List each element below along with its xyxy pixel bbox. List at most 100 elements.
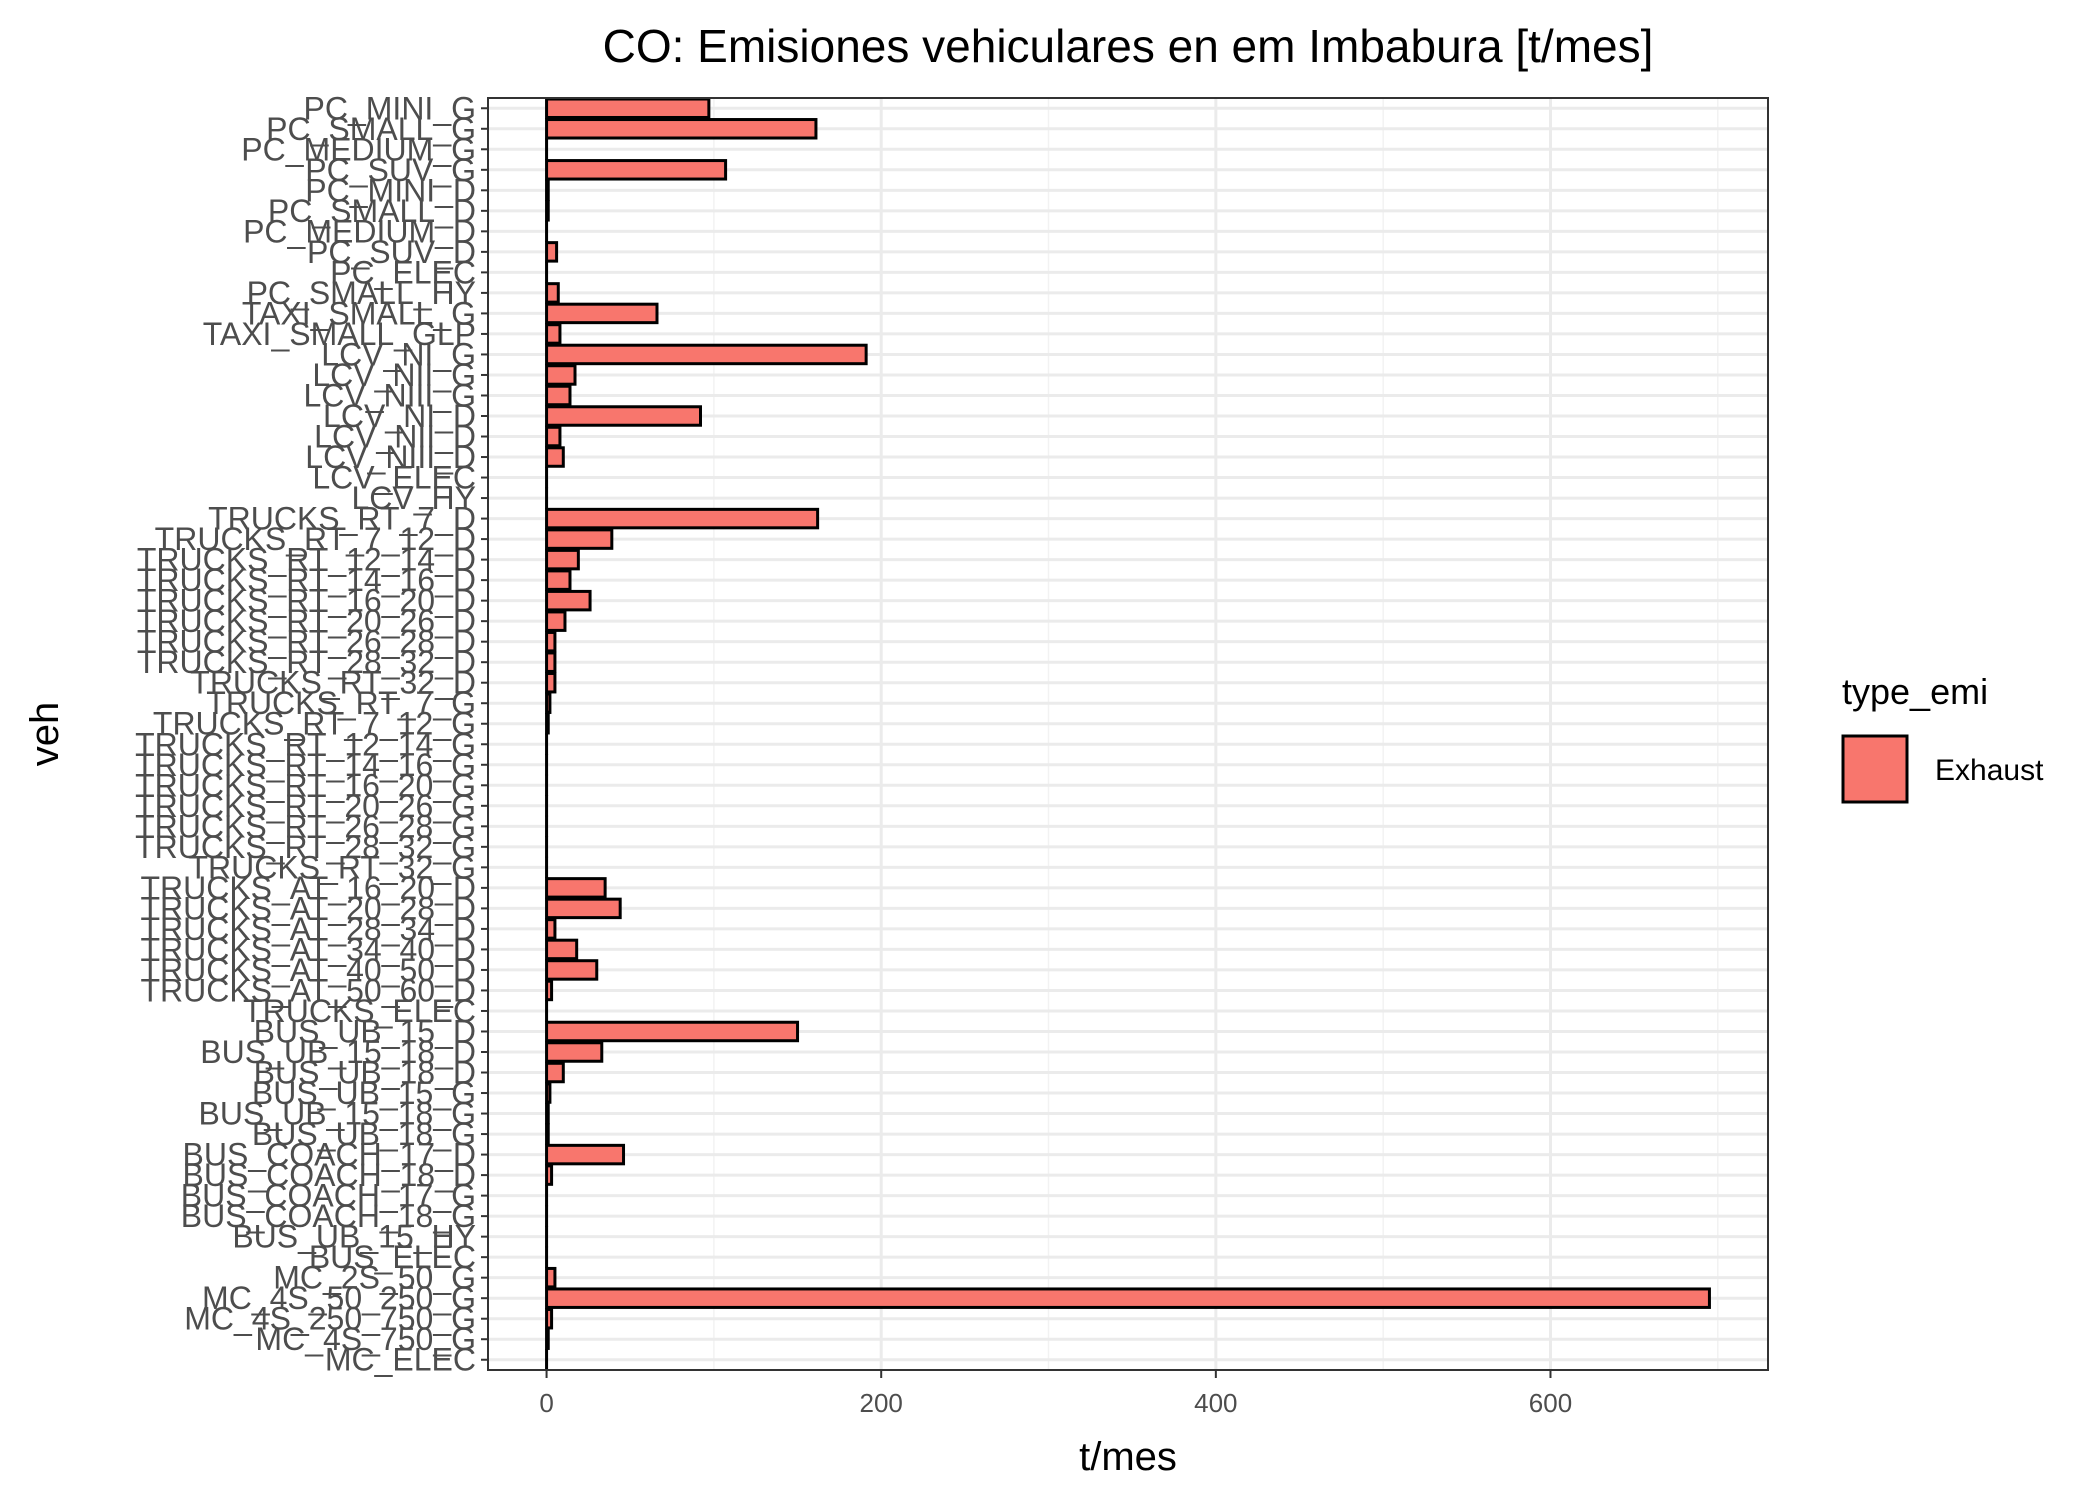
bar-trucks-rt-7-12-d <box>545 528 614 550</box>
x-tick-label: 200 <box>860 1388 903 1418</box>
y-tick-label: TRUCKS_RT_7_D <box>208 501 476 537</box>
bar-bus-ub-15-18-d <box>545 1041 604 1063</box>
x-tick-label: 400 <box>1194 1388 1237 1418</box>
bar-trucks-at-16-20-d <box>545 877 607 899</box>
y-tick-label: TRUCKS_RT_26_28_D <box>137 624 476 660</box>
y-tick-label: LCV_NI_D <box>323 398 476 434</box>
y-tick-label: TRUCKS_RT_28_32_G <box>135 829 476 865</box>
y-tick-label: TRUCKS_RT_14_16_G <box>135 747 476 783</box>
bar-trucks-rt-12-14-d <box>545 548 580 571</box>
y-tick-label: LCV_NII_D <box>314 419 476 455</box>
y-axis-tick-labels: PC_MINI_GPC_SMALL_GPC_MEDIUM_GPC_SUV_GPC… <box>135 90 488 1378</box>
bar-mc-2s-50-g <box>545 1266 557 1289</box>
x-tick-label: 600 <box>1529 1388 1572 1418</box>
y-tick-label: BUS_UB_15_G <box>252 1075 476 1111</box>
bar-trucks-rt-26-28-d <box>545 630 557 653</box>
bar-pc-mini-d <box>545 179 550 202</box>
y-tick-label: BUS_ELEC <box>309 1239 476 1275</box>
y-tick-label: TRUCKS_AT_50_60_D <box>140 972 476 1008</box>
y-tick-label: TRUCKS_RT_7_12_G <box>153 706 476 742</box>
y-tick-label: PC_ELEC <box>330 254 476 290</box>
bar-bus-coach-17-d <box>545 1143 626 1166</box>
y-tick-label: TRUCKS_AT_16_20_D <box>140 870 476 906</box>
y-tick-label: LCV_NIII_G <box>303 377 476 413</box>
bar-trucks-at-50-60-d <box>545 979 554 1002</box>
y-tick-label: TRUCKS_RT_16_20_G <box>135 767 476 803</box>
y-tick-label: PC_SUV_G <box>305 152 476 188</box>
y-tick-label: TRUCKS_AT_28_34_D <box>140 911 476 947</box>
y-tick-label: LCV_HY <box>352 480 477 516</box>
bar-bus-ub-18-g <box>545 1123 550 1145</box>
bar-pc-small-d <box>545 200 550 222</box>
bar-taxi-small-glp <box>545 323 562 345</box>
y-tick-label: PC_SMALL_D <box>268 193 476 229</box>
y-tick-label: TAXI_SMALL_GLP <box>203 316 476 352</box>
bar-bus-ub-15-g <box>545 1082 552 1104</box>
grid-lines <box>488 98 1768 1370</box>
y-tick-label: BUS_UB_15_D <box>254 1013 476 1049</box>
bar-trucks-rt-7-12-g <box>545 713 550 735</box>
y-tick-label: TRUCKS_RT_16_20_D <box>137 583 476 619</box>
bar-trucks-at-40-50-d <box>545 959 599 981</box>
legend-key <box>1841 734 1909 804</box>
y-tick-label: LCV_NI_G <box>321 336 476 372</box>
y-tick-label: TRUCKS_RT_32_D <box>190 665 476 701</box>
x-tick-label: 0 <box>539 1388 553 1418</box>
x-axis-title: t/mes <box>1079 1435 1177 1479</box>
y-tick-label: PC_MINI_G <box>304 90 476 126</box>
y-tick-label: TRUCKS_RT_12_14_G <box>135 726 476 762</box>
y-tick-label: TRUCKS_RT_28_32_D <box>137 644 476 680</box>
bar-bus-ub-18-d <box>545 1061 565 1084</box>
y-tick-label: LCV_NII_G <box>312 357 476 393</box>
y-tick-label: PC_SUV_D <box>307 234 476 270</box>
bar-bus-coach-18-d <box>545 1164 554 1186</box>
y-tick-label: BUS_UB_18_D <box>254 1055 476 1091</box>
y-tick-label: LCV_NIII_D <box>305 439 476 475</box>
bar-trucks-at-20-28-d <box>545 897 622 920</box>
y-tick-label: MC_ELEC <box>325 1342 476 1378</box>
y-tick-label: PC_SMALL_HY <box>247 275 476 311</box>
bar-trucks-rt-7-g <box>545 692 552 714</box>
y-tick-label: BUS_UB_15_18_G <box>198 1096 476 1132</box>
bar-trucks-at-34-40-d <box>545 938 579 961</box>
bar-pc-mini-g <box>545 97 711 119</box>
y-tick-label: BUS_COACH_18_G <box>181 1198 476 1234</box>
y-tick-label: TAXI_SMALL_G <box>242 295 476 331</box>
y-tick-label: PC_MEDIUM_G <box>241 131 476 167</box>
bar-lcv-ni-d <box>545 405 702 427</box>
bars <box>545 97 1711 1371</box>
bar-pc-small-g <box>545 118 818 140</box>
bar-lcv-niii-d <box>545 446 565 468</box>
y-tick-label: MC_4S_50_250_G <box>202 1280 476 1316</box>
y-tick-label: PC_SMALL_G <box>266 111 476 147</box>
y-axis-title: veh <box>23 702 67 767</box>
y-tick-label: PC_MINI_D <box>305 172 476 208</box>
y-tick-label: TRUCKS_RT_20_26_D <box>137 603 476 639</box>
bar-trucks-rt-16-20-d <box>545 589 592 612</box>
x-axis-tick-labels: 0 200 400 600 <box>539 1370 1572 1418</box>
bar-trucks-rt-32-d <box>545 671 557 694</box>
bar-trucks-rt-28-32-d <box>545 651 557 673</box>
bar-mc-4s-50-250-g <box>545 1287 1711 1309</box>
bar-pc-suv-g <box>545 159 728 181</box>
y-tick-label: TRUCKS_AT_40_50_D <box>140 952 476 988</box>
y-tick-label: TRUCKS_RT_26_28_G <box>135 808 476 844</box>
bar-trucks-at-28-34-d <box>545 918 557 940</box>
bar-mc-4s-750-g <box>545 1328 550 1350</box>
y-tick-label: BUS_UB_18_G <box>252 1116 476 1152</box>
y-tick-label: PC_MEDIUM_D <box>243 213 476 249</box>
legend-label-exhaust: Exhaust <box>1935 754 2044 787</box>
bar-mc-4s-250-750-g <box>545 1307 554 1330</box>
y-tick-label: TRUCKS_AT_34_40_D <box>140 931 476 967</box>
y-tick-label: MC_2S_50_G <box>273 1260 476 1296</box>
bar-lcv-ni-g <box>545 343 868 366</box>
y-tick-label: BUS_COACH_17_D <box>183 1137 476 1173</box>
bar-bus-ub-15-d <box>545 1020 800 1043</box>
y-tick-label: TRUCKS_RT_12_14_D <box>137 542 476 578</box>
bar-lcv-nii-g <box>545 364 577 386</box>
y-tick-label: TRUCKS_RT_20_26_G <box>135 788 476 824</box>
y-tick-label: TRUCKS_RT_7_G <box>206 685 476 721</box>
y-tick-label: BUS_UB_15_HY <box>232 1219 476 1255</box>
y-tick-label: TRUCKS_RT_7_12_D <box>155 521 476 557</box>
